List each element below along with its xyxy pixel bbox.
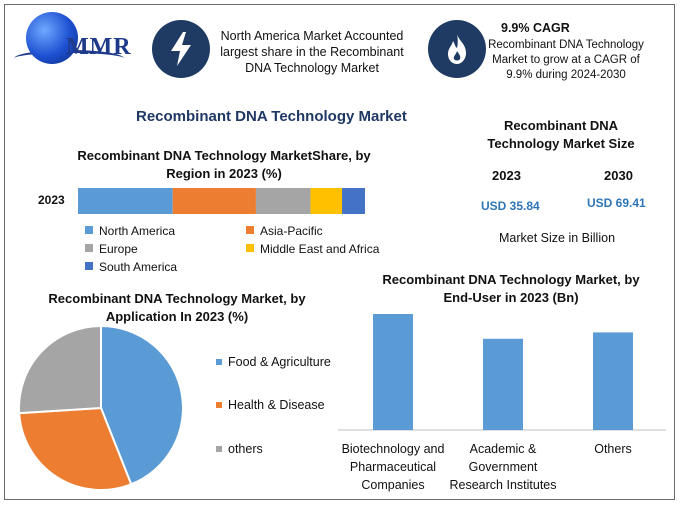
size-year-2: 2030 — [604, 168, 633, 183]
size-value-1: USD 35.84 — [481, 199, 540, 213]
enduser-tick-label: Others — [594, 442, 632, 456]
region-bar-europe — [255, 188, 311, 214]
region-bar-middle-east-and-africa — [310, 188, 343, 214]
region-bar-asia-pacific — [172, 188, 256, 214]
enduser-chart-title: Recombinant DNA Technology Market, by En… — [382, 272, 640, 305]
region-bar-south-america — [342, 188, 365, 214]
flame-icon — [428, 20, 486, 78]
enduser-bar-biotechnology-and-pharmaceutical-companies — [373, 314, 413, 430]
region-chart-title: Recombinant DNA Technology MarketShare, … — [77, 148, 371, 181]
size-value-2: USD 69.41 — [587, 196, 646, 210]
legend-label: Middle East and Africa — [260, 242, 380, 256]
legend-swatch — [216, 402, 222, 408]
legend-label: Food & Agriculture — [228, 355, 331, 369]
legend-label: others — [228, 442, 263, 456]
enduser-tick-label: Biotechnology and Pharmaceutical Compani… — [341, 442, 445, 492]
size-unit-note: Market Size in Billion — [499, 231, 616, 245]
header-box2-text: Recombinant DNA Technology Market to gro… — [488, 39, 644, 81]
region-legend-item: Middle East and Africa — [246, 242, 379, 256]
size-panel-title: Recombinant DNA Technology Market Size — [487, 118, 635, 151]
application-chart-title: Recombinant DNA Technology Market, by Ap… — [48, 291, 306, 324]
legend-label: Europe — [99, 242, 138, 256]
lightning-icon — [152, 20, 210, 78]
application-legend-item: Health & Disease — [216, 398, 325, 412]
header-box1-text: North America Market Accounted largest s… — [220, 29, 404, 75]
enduser-tick-label: Academic & Government Research Institute… — [449, 442, 557, 492]
pie-slice-health-disease — [18, 406, 133, 491]
application-legend-item: Food & Agriculture — [216, 355, 331, 369]
enduser-bar-others — [593, 332, 633, 430]
legend-swatch — [216, 446, 222, 452]
legend-swatch — [85, 244, 93, 252]
legend-label: South America — [99, 260, 178, 274]
legend-swatch — [85, 226, 93, 234]
region-legend-item: North America — [85, 224, 175, 238]
legend-swatch — [85, 262, 93, 270]
legend-label: Asia-Pacific — [260, 224, 323, 238]
region-legend-item: Asia-Pacific — [246, 224, 323, 238]
legend-swatch — [216, 359, 222, 365]
globe-logo-icon — [26, 12, 78, 64]
legend-label: Health & Disease — [228, 398, 325, 412]
region-bar-north-america — [78, 188, 173, 214]
main-title: Recombinant DNA Technology Market — [136, 108, 407, 125]
region-chart-category-label: 2023 — [38, 193, 65, 207]
infographic-frame — [4, 4, 675, 500]
pie-slice-food-agriculture — [100, 324, 184, 486]
region-legend-item: Europe — [85, 242, 138, 256]
region-legend-item: South America — [85, 260, 177, 274]
legend-swatch — [246, 226, 254, 234]
application-legend-item: others — [216, 442, 263, 456]
cagr-title: 9.9% CAGR — [501, 21, 570, 35]
legend-swatch — [246, 244, 254, 252]
size-year-1: 2023 — [492, 168, 521, 183]
pie-slice-others — [18, 324, 102, 415]
logo-text: MMR — [66, 34, 132, 60]
legend-label: North America — [99, 224, 176, 238]
enduser-bar-academic-government-research-institutes — [483, 338, 523, 430]
